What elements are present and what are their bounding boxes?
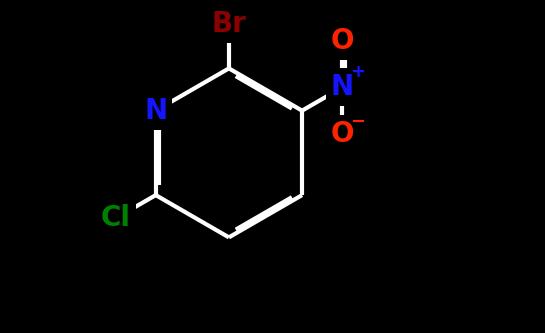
Text: N: N bbox=[144, 97, 167, 125]
Text: Br: Br bbox=[211, 10, 246, 38]
Text: Cl: Cl bbox=[101, 204, 131, 232]
Text: O: O bbox=[330, 120, 354, 148]
Text: +: + bbox=[350, 63, 365, 81]
Text: O: O bbox=[330, 27, 354, 55]
Text: N: N bbox=[331, 74, 354, 102]
Text: −: − bbox=[350, 113, 365, 131]
